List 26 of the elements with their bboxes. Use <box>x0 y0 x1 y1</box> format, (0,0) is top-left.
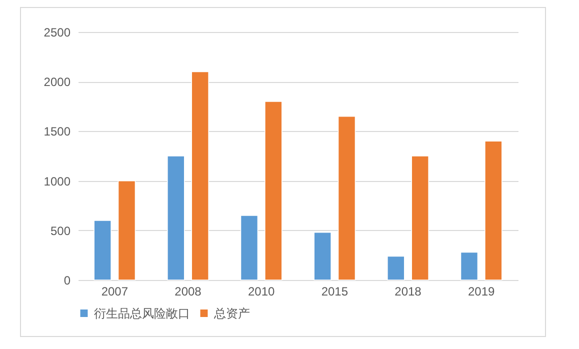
bar <box>240 215 258 280</box>
y-tick-label: 2000 <box>44 75 71 90</box>
bar <box>118 180 136 280</box>
bar <box>167 156 185 280</box>
bar <box>314 232 332 280</box>
y-tick-label: 2500 <box>44 26 71 40</box>
legend-label: 总资产 <box>213 306 250 320</box>
bar <box>338 116 356 280</box>
x-tick-label: 2007 <box>101 284 128 298</box>
bar <box>387 256 405 280</box>
bar <box>264 101 282 280</box>
bar <box>94 220 112 280</box>
y-tick-label: 1500 <box>44 124 71 139</box>
x-tick-label: 2010 <box>248 284 276 298</box>
y-tick-label: 1000 <box>44 174 71 188</box>
x-tick-label: 2019 <box>468 284 496 298</box>
legend-label: 衍生品总风险敞口 <box>94 306 190 320</box>
y-tick-label: 500 <box>50 224 71 238</box>
x-tick-label: 2018 <box>394 284 422 298</box>
bar <box>484 140 502 280</box>
bar <box>460 252 478 280</box>
x-tick-label: 2008 <box>174 284 202 298</box>
bar <box>191 71 209 280</box>
y-tick-label: 0 <box>64 274 71 288</box>
x-tick-label: 2015 <box>321 284 348 298</box>
bar <box>411 156 429 280</box>
